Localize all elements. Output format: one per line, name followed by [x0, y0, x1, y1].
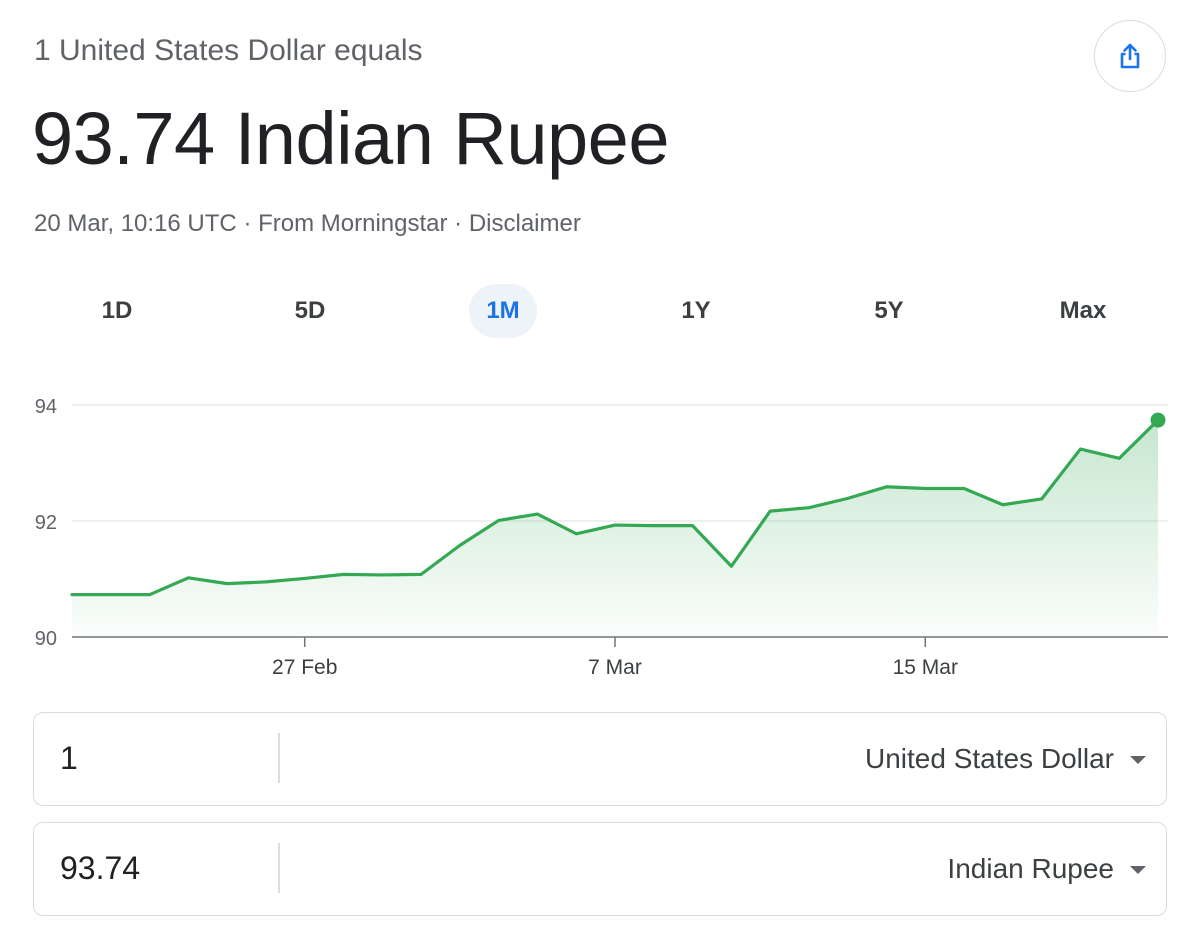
y-tick-label: 94	[35, 396, 57, 418]
x-tick-label: 27 Feb	[272, 656, 337, 679]
exchange-rate-value: 93.74 Indian Rupee	[32, 97, 669, 180]
tab-5y[interactable]: 5Y	[874, 297, 904, 324]
rate-line	[70, 418, 1160, 597]
from-currency-select[interactable]: United States Dollar	[865, 713, 1146, 804]
tab-1y[interactable]: 1Y	[681, 297, 711, 324]
current-rate-marker	[1150, 412, 1166, 428]
tab-5d[interactable]: 5D	[294, 297, 326, 324]
y-tick-label: 90	[35, 628, 57, 650]
rate-subtitle: 1 United States Dollar equals	[34, 34, 423, 67]
to-amount-input[interactable]	[60, 823, 280, 914]
rate-timestamp: 20 Mar, 10:16 UTC	[34, 210, 237, 237]
meta-separator: ·	[243, 210, 252, 237]
from-amount-input[interactable]	[60, 713, 280, 804]
x-tick-label: 15 Mar	[893, 656, 958, 679]
rate-metadata: 20 Mar, 10:16 UTC · From Morningstar · D…	[34, 210, 581, 238]
chart-area-fill	[72, 420, 1158, 637]
share-icon	[1120, 43, 1140, 69]
to-currency-label: Indian Rupee	[947, 852, 1114, 884]
x-tick-label: 7 Mar	[588, 656, 642, 679]
meta-separator: ·	[454, 210, 463, 237]
source-link[interactable]: From Morningstar	[258, 210, 448, 237]
tab-1d[interactable]: 1D	[101, 297, 133, 324]
time-range-tabs: 1D 5D 1M 1Y 5Y Max	[20, 284, 1180, 338]
y-tick-label: 92	[35, 512, 57, 534]
to-currency-select[interactable]: Indian Rupee	[947, 823, 1146, 914]
dropdown-arrow-icon	[1130, 866, 1146, 874]
dropdown-arrow-icon	[1130, 756, 1146, 764]
from-currency-box: United States Dollar	[33, 712, 1167, 806]
share-button[interactable]	[1094, 20, 1166, 92]
to-currency-box: Indian Rupee	[33, 822, 1167, 916]
tab-1m[interactable]: 1M	[469, 284, 537, 338]
divider	[278, 843, 280, 893]
divider	[278, 733, 280, 783]
disclaimer-link[interactable]: Disclaimer	[468, 210, 581, 237]
exchange-rate-chart[interactable]: 90 92 94 27 Feb 7 Mar 15 Mar	[0, 380, 1200, 700]
from-currency-label: United States Dollar	[864, 742, 1114, 774]
tab-max[interactable]: Max	[1059, 297, 1107, 324]
